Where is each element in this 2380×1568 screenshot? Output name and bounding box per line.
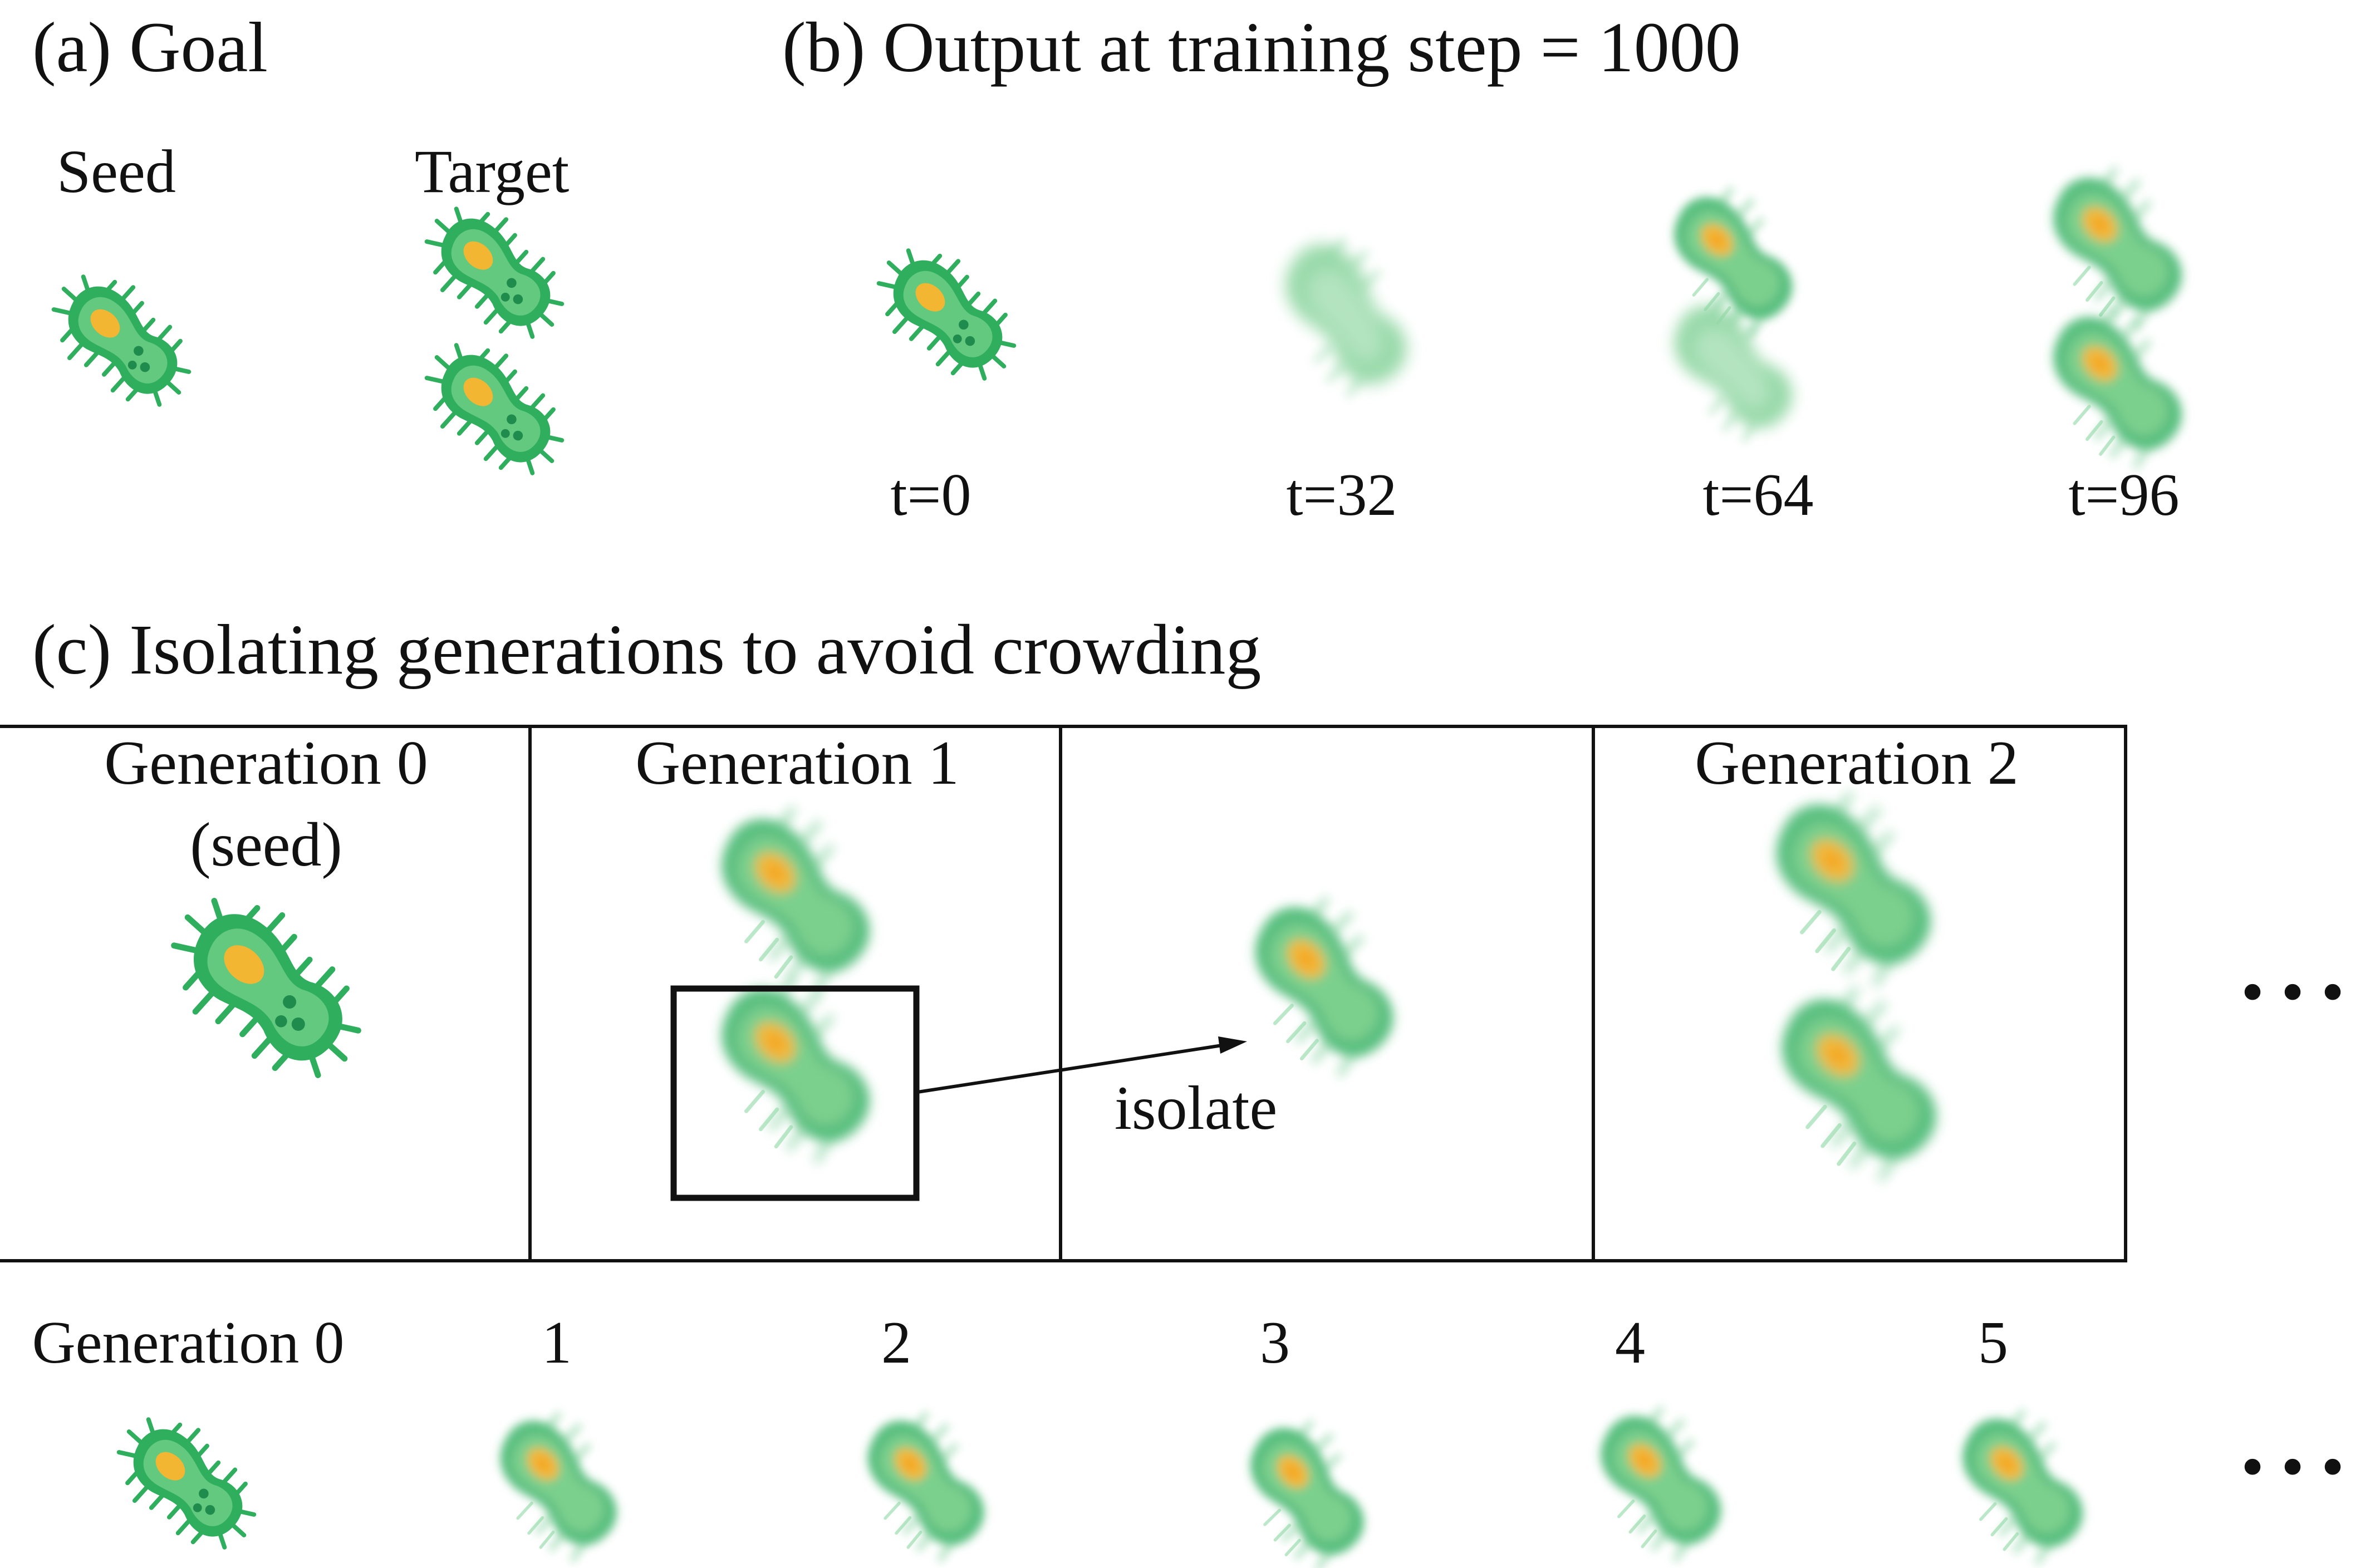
frame-t0-bacterium-icon: [857, 228, 1036, 402]
gen0-seed-icon: [144, 869, 388, 1107]
panel-a-title: (a) Goal: [32, 8, 268, 87]
row-label-gen3: 3: [1260, 1310, 1290, 1376]
frame-label-t0: t=0: [891, 462, 971, 528]
gen1-label: Generation 1: [635, 729, 959, 798]
row-label-gen4: 4: [1615, 1310, 1645, 1376]
row-gen2-icon: [836, 1395, 1014, 1568]
isolate-arrow: [917, 1036, 1247, 1094]
gen0-label: Generation 0: [104, 729, 428, 798]
row-label-gen1: 1: [542, 1310, 572, 1376]
target-bacterium-top-icon: [405, 186, 584, 360]
frame-t64-bottom-icon: [1647, 282, 1818, 453]
seed-bacterium-icon: [32, 254, 211, 428]
panel-b-title: (b) Output at training step = 1000: [782, 8, 1741, 87]
row-gen3-icon: [1218, 1403, 1394, 1568]
row-gen0-icon: [97, 1397, 276, 1568]
row-gen5-icon: [1930, 1392, 2113, 1568]
gen1-top-icon: [683, 785, 905, 1008]
panel-c-ellipsis: • • •: [2241, 955, 2344, 1029]
target-bacterium-bottom-icon: [405, 322, 584, 497]
target-label: Target: [415, 137, 569, 205]
row-gen1-icon: [469, 1395, 646, 1568]
isolated-bacterium-icon: [1217, 876, 1429, 1090]
row-gen4-icon: [1568, 1389, 1751, 1568]
frame-t32-faded-icon: [1255, 220, 1436, 409]
seed-label: Seed: [57, 137, 176, 205]
row-label-gen5: 5: [1978, 1310, 2008, 1376]
isolate-selection-box: [670, 985, 920, 1201]
gen2-bottom-icon: [1741, 965, 1974, 1197]
gen2-top-icon: [1736, 770, 1969, 1002]
row-label-gen2: 2: [881, 1310, 911, 1376]
generations-frame: [0, 725, 2127, 1262]
panel-c-title: (c) Isolating generations to avoid crowd…: [32, 610, 1261, 689]
frame-label-t96: t=96: [2069, 462, 2180, 528]
frame-label-t32: t=32: [1287, 462, 1397, 528]
gen0-sub-label: (seed): [190, 810, 342, 879]
row-label-gen0: Generation 0: [32, 1310, 345, 1376]
frame-t96-top-icon: [2019, 149, 2213, 342]
frame-t96-bottom-icon: [2019, 288, 2213, 481]
gen2-label: Generation 2: [1695, 729, 2019, 798]
row-ellipsis: • • •: [2241, 1429, 2344, 1503]
isolate-label: isolate: [1115, 1074, 1277, 1143]
frame-label-t64: t=64: [1703, 462, 1814, 528]
